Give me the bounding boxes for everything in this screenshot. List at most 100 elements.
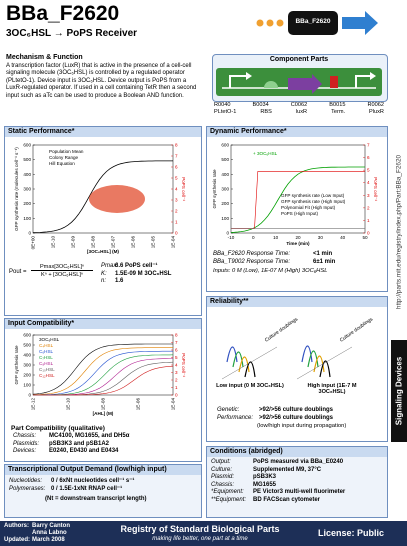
row: Genetic: >92/>56 culture doublings: [217, 407, 387, 415]
element: [221, 346, 278, 380]
high-label: High input (1E-7 M 3OC₆HSL): [307, 383, 357, 395]
legend-entry: C₁₀HSL: [39, 367, 55, 372]
y-axis-label: GFP synthesis rate (molecules cell⁻¹ s⁻¹…: [14, 147, 19, 231]
x-tick-label: 1E-04: [171, 398, 176, 411]
curve: [33, 365, 174, 396]
y2-tick-label: 8: [175, 143, 178, 148]
curve: [230, 166, 365, 233]
x-tick-label: 0E+00: [31, 236, 36, 250]
y2-axis-label: PoPS cell⁻¹: [181, 353, 186, 377]
reliability-panel: Reliability** Culture doublings Culture …: [206, 296, 388, 442]
legend-entry: C₄HSL: [39, 343, 54, 348]
conditions-panel: Conditions (abridged) Output: PoPS measur…: [206, 446, 388, 518]
y-tick-label: 200: [23, 201, 31, 206]
x-tick-label: 1E-10: [66, 398, 71, 411]
row-value: 6±1 min: [313, 258, 336, 265]
row: Pmax: 6.6 PoPS cell⁻¹: [101, 263, 201, 271]
element: [342, 11, 378, 35]
row-key: Polymerases:: [9, 485, 46, 492]
y2-tick-label: 6: [175, 348, 178, 353]
panel-title: Conditions (abridged): [207, 447, 387, 457]
category-box: Signaling Devices: [391, 340, 407, 442]
row: Output: PoPS measured via BBa_E0240: [211, 459, 387, 467]
legend-entry: PoPS (High Input): [281, 211, 318, 216]
element: [232, 351, 244, 368]
y2-tick-label: 1: [175, 220, 178, 225]
legend-entry: GFP synthesis rate (Low Input): [281, 193, 345, 198]
category: Signaling Devices: [394, 356, 404, 426]
curve: [32, 160, 173, 234]
panel-title: Transcriptional Output Demand (low/high …: [5, 465, 201, 475]
y-axis-label: GFP synthesis rate: [14, 345, 19, 384]
panel-title: Dynamic Performance*: [207, 127, 387, 137]
demand-panel: Transcriptional Output Demand (low/high …: [4, 464, 202, 518]
reliability-graphic: [221, 345, 353, 380]
mechanism-text: A transcription factor (LuxR) that is ac…: [6, 63, 197, 99]
element: [319, 360, 331, 378]
y-tick-label: 100: [221, 216, 229, 221]
row-key: *Equipment:: [211, 489, 244, 496]
low-label: Low input (0 M 3OC₆HSL): [216, 383, 284, 389]
row: n: 1.6: [101, 278, 201, 286]
surface-inset: [89, 185, 145, 213]
x-tick-label: 1E-06: [131, 236, 136, 249]
x-tick-label: 1E-08: [101, 398, 106, 411]
y2-tick-label: 2: [175, 209, 178, 214]
author: Barry Canton: [32, 523, 71, 529]
element: [226, 346, 238, 363]
component-ids: R0040 B0034 C0062 B0015 R0062: [214, 102, 384, 108]
legend-entry: Hill Equation: [49, 161, 75, 166]
row-value: MC4100, MG1655, and DH5α: [49, 433, 130, 439]
row-value: 0 / 1.5E-1xNt RNAP cell⁻¹: [51, 485, 123, 492]
legend-entry: 3OC₆HSL: [39, 337, 60, 342]
eq-lhs: Pout =: [9, 269, 27, 275]
y2-tick-label: 7: [367, 143, 370, 148]
panel-title: Static Performance*: [5, 127, 201, 137]
row-key: Genetic:: [217, 407, 240, 413]
input-panel: Input Compatibility* 0 100 200 300 400 500 600…: [4, 318, 202, 462]
x-tick-label: 1E-12: [31, 398, 36, 411]
part-id: R0040: [214, 102, 231, 108]
y2-tick-label: 2: [175, 378, 178, 383]
element: [296, 346, 353, 380]
y-tick-label: 400: [23, 172, 31, 177]
input-plot: 0 100 200 300 400 500 600 0 1 2 3 4 5 6 7 8 1E-12 1E-10 1E…: [14, 333, 186, 417]
badge-graphic: [256, 11, 378, 35]
x-tick-label: 1E-07: [111, 236, 116, 249]
row-key: n:: [101, 278, 107, 285]
y-tick-label: 500: [23, 343, 31, 348]
y2-tick-label: 6: [367, 155, 370, 160]
row-key: **Equipment:: [211, 496, 247, 503]
element: [370, 72, 376, 80]
demand-rows: Nucleotides: 0 / 6xNt nucleotides cell⁻¹ …: [9, 478, 199, 493]
y2-tick-label: 4: [367, 180, 370, 185]
row-key: Plasmid:: [211, 474, 235, 481]
url: http://parts.mit.edu/registry/index.php/…: [395, 154, 403, 310]
row: Plasmid: pSB3K3: [211, 474, 387, 482]
row: K: 1.5E-09 M 3OC₆HSL: [101, 271, 201, 279]
row-key: Chassis:: [13, 433, 37, 439]
y-tick-label: 0: [28, 393, 31, 398]
curve: [32, 347, 173, 395]
x-axis-label: [3OC₆HSL] (M): [87, 249, 119, 254]
x-tick-label: 1E-08: [91, 236, 96, 249]
title: BBa_F2620: [6, 2, 120, 25]
element: [307, 350, 319, 368]
y2-tick-label: 0: [367, 231, 370, 236]
row-key: BBa_T9002 Response Time:: [213, 258, 290, 265]
motto: making life better, one part at a time: [152, 536, 248, 542]
updated: March 2008: [32, 537, 65, 543]
part-name: RBS: [260, 109, 272, 115]
y2-axis-label: PoPS cell⁻¹: [181, 177, 186, 201]
legend-entry: GFP synthesis rate (High Input): [281, 199, 346, 204]
reliability-note: (low/high input during propagation): [257, 423, 347, 429]
badge-label: BBa_F2620: [295, 18, 331, 25]
element: [288, 74, 322, 94]
panel-title: Input Compatibility*: [5, 319, 201, 329]
part-id: C0062: [290, 102, 308, 108]
component-names: PLtetO-1 RBS luxR Term. PluxR: [214, 109, 384, 115]
mechanism-heading: Mechanism & Function: [6, 54, 83, 61]
curve: [33, 350, 173, 396]
y-tick-label: 300: [23, 363, 31, 368]
